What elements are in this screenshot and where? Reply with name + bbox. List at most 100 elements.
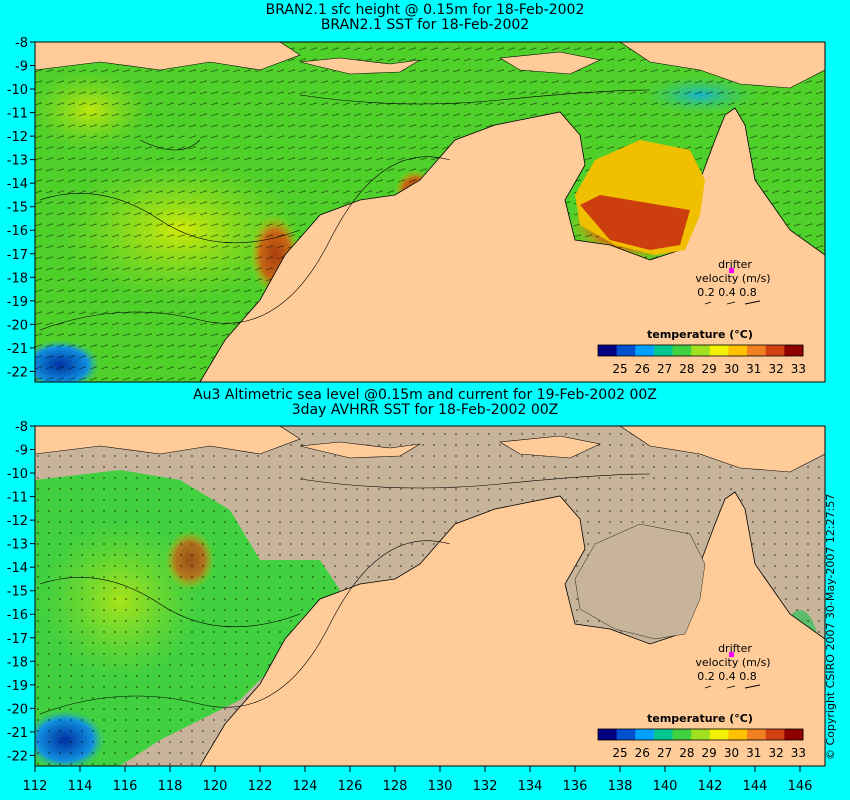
- top-lat-tick-label: -14: [7, 177, 28, 192]
- bottom-new-guinea: [619, 426, 825, 473]
- top-map-frame: [34, 41, 826, 383]
- top-lat-tick-label: -21: [7, 342, 28, 357]
- lon-tick-label: 114: [68, 779, 93, 794]
- lon-tick-label: 132: [473, 779, 498, 794]
- bottom-drifter-marker: [729, 652, 734, 657]
- bottom-legend-tick-label: 30: [724, 746, 739, 760]
- top-lat-axis: -8 -9 -10 -11 -12 -13 -14 -15 -16 -17 -18 -19 -20 -21…: [7, 36, 35, 380]
- bottom-gulf-no-data: [574, 523, 706, 640]
- top-legend-swatch: [598, 345, 618, 356]
- top-lat-tick-label: -13: [7, 154, 28, 169]
- bottom-velocity-values: 0.2 0.4 0.8: [697, 670, 756, 683]
- top-legend-tick-label: 32: [768, 362, 783, 376]
- bottom-lat-tick-label: -14: [7, 561, 28, 576]
- top-contour-4: [139, 139, 201, 151]
- top-legend-outline: [597, 344, 804, 357]
- lon-tick-label: 140: [653, 779, 678, 794]
- bottom-legend-swatch: [672, 729, 692, 740]
- top-lat-tick-label: -8: [15, 36, 28, 51]
- bottom-legend-tick-label: 31: [746, 746, 761, 760]
- bottom-drifter-label: drifter: [718, 642, 752, 655]
- top-lat-tick-label: -22: [7, 365, 28, 380]
- bottom-lat-tick-label: -10: [7, 467, 28, 482]
- top-timor: [499, 51, 601, 75]
- bottom-legend-swatch: [765, 729, 785, 740]
- top-legend-swatch: [635, 345, 655, 356]
- top-drifter-label: drifter: [718, 258, 752, 271]
- lon-tick-label: 146: [788, 779, 813, 794]
- bottom-lat-tick-label: -16: [7, 608, 28, 623]
- lon-tick-label: 126: [338, 779, 363, 794]
- top-legend: temperature (°C) 25 26 27 28 29 30 31 32 33: [597, 328, 806, 376]
- top-legend-tick-label: 30: [724, 362, 739, 376]
- lon-tick-label: 112: [23, 779, 48, 794]
- bottom-legend-outline: [597, 728, 804, 741]
- bottom-lat-tick-label: -20: [7, 702, 28, 717]
- copyright-text: © Copyright CSIRO 2007 30-May-2007 12:27…: [824, 493, 837, 760]
- top-legend-tick-label: 26: [635, 362, 650, 376]
- bottom-legend-swatch: [616, 729, 636, 740]
- top-lat-tick-label: -12: [7, 130, 28, 145]
- bottom-lat-tick-label: -19: [7, 679, 28, 694]
- top-lat-tick-label: -20: [7, 318, 28, 333]
- top-legend-swatch: [728, 345, 748, 356]
- bottom-legend-tick-label: 27: [657, 746, 672, 760]
- lon-tick-label: 130: [428, 779, 453, 794]
- bottom-legend-swatch: [691, 729, 711, 740]
- top-title-line2: BRAN2.1 SST for 18-Feb-2002: [320, 17, 530, 33]
- bottom-lat-tick-label: -9: [15, 444, 28, 459]
- bottom-legend: temperature (°C) 25 26 27 28 29 30 31 32 33: [597, 712, 806, 760]
- bottom-velocity-label: velocity (m/s): [695, 656, 770, 669]
- bottom-lat-axis: -8 -9 -10 -11 -12 -13 -14 -15 -16 -17 -18 -19 -20 -21…: [7, 420, 35, 764]
- top-java-land: [35, 42, 301, 71]
- bottom-timor: [499, 435, 601, 459]
- top-legend-tick-label: 27: [657, 362, 672, 376]
- bottom-drifter-key: drifter velocity (m/s) 0.2 0.4 0.8: [695, 642, 771, 689]
- top-legend-swatch: [691, 345, 711, 356]
- lon-tick-label: 120: [203, 779, 228, 794]
- lon-tick-label: 142: [698, 779, 723, 794]
- top-legend-swatch: [653, 345, 674, 356]
- top-new-guinea: [619, 42, 825, 89]
- lon-tick-label: 116: [113, 779, 138, 794]
- top-australia-land: [199, 107, 825, 382]
- top-lat-tick-label: -16: [7, 224, 28, 239]
- top-drifter-key: drifter velocity (m/s) 0.2 0.4 0.8: [695, 258, 771, 305]
- top-contour-2: [39, 156, 451, 331]
- top-panel-title: BRAN2.1 sfc height @ 0.15m for 18-Feb-20…: [0, 3, 850, 33]
- top-contour-3: [299, 89, 651, 105]
- bottom-legend-swatch: [709, 729, 729, 740]
- top-legend-swatch: [784, 345, 804, 356]
- bottom-legend-colorbar: [597, 728, 804, 741]
- bottom-legend-swatch: [598, 729, 618, 740]
- bottom-legend-swatch: [653, 729, 674, 740]
- top-legend-swatch: [765, 345, 785, 356]
- bottom-map: [35, 426, 825, 766]
- top-legend-swatch: [709, 345, 729, 356]
- top-map: [35, 42, 825, 382]
- bottom-panel-title: Au3 Altimetric sea level @0.15m and curr…: [0, 388, 850, 418]
- bottom-lesser-sunda: [299, 441, 421, 459]
- lon-tick-label: 136: [563, 779, 588, 794]
- top-lat-tick-label: -11: [7, 107, 28, 122]
- lon-axis: 112 114 116 118 120 122 124 126 128 130 132 134 136 1…: [23, 766, 813, 794]
- top-velocity-label: velocity (m/s): [695, 272, 770, 285]
- lon-tick-label: 134: [518, 779, 543, 794]
- top-lat-tick-label: -10: [7, 83, 28, 98]
- lon-tick-label: 118: [158, 779, 183, 794]
- top-velocity-arrows: [704, 300, 761, 305]
- lon-tick-label: 124: [293, 779, 318, 794]
- bottom-legend-swatch: [728, 729, 748, 740]
- top-legend-swatch: [747, 345, 767, 356]
- bottom-lat-tick-label: -17: [7, 632, 28, 647]
- bottom-java-land: [35, 426, 301, 455]
- top-legend-tick-label: 33: [791, 362, 806, 376]
- top-lat-tick-label: -19: [7, 295, 28, 310]
- bottom-lat-tick-label: -8: [15, 420, 28, 435]
- bottom-legend-ticks: 25 26 27 28 29 30 31 32 33: [612, 746, 806, 760]
- lon-tick-label: 138: [608, 779, 633, 794]
- bottom-legend-swatch: [784, 729, 804, 740]
- top-velocity-values: 0.2 0.4 0.8: [697, 286, 756, 299]
- top-contour-1: [39, 193, 301, 244]
